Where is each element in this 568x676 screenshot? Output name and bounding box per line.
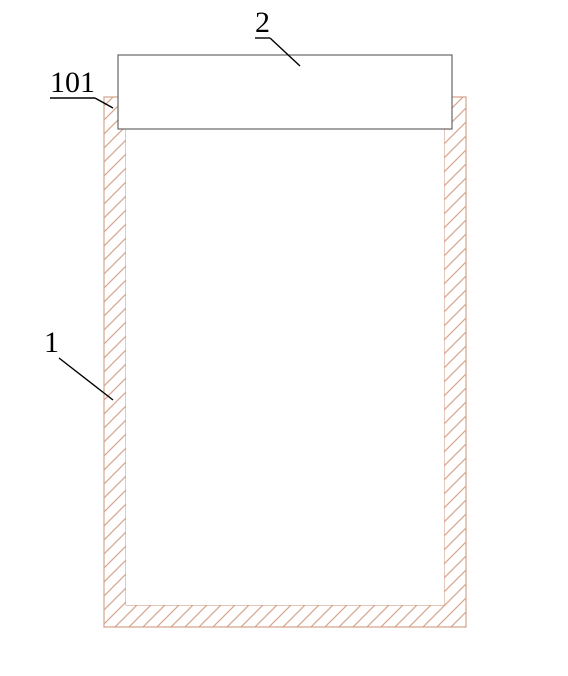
label-two: 2: [255, 6, 270, 40]
container-cavity: [126, 97, 444, 605]
lid: [118, 55, 452, 129]
label-one: 1: [44, 326, 59, 360]
label-onezeroone: 101: [50, 66, 95, 100]
